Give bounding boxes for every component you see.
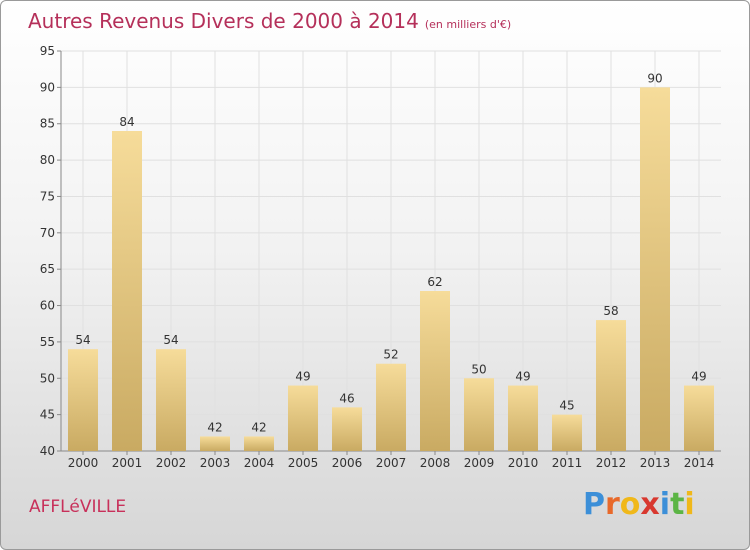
commune-name: AFFLéVILLE [29,497,127,517]
y-tick-label: 80 [40,153,55,167]
bar-2006 [332,407,362,451]
logo-letter: x [640,487,660,522]
bar-2003 [200,436,230,451]
bar-2012 [596,320,626,451]
y-tick-label: 50 [40,371,55,385]
y-tick-label: 95 [40,44,55,58]
data-label: 84 [119,115,134,129]
bars [68,87,714,451]
y-tick-label: 90 [40,80,55,94]
data-label: 49 [295,370,310,384]
x-tick-label: 2009 [464,456,495,470]
logo-letter: i [659,487,671,522]
y-tick-label: 60 [40,299,55,313]
x-tick-label: 2012 [596,456,627,470]
y-tick-label: 65 [40,262,55,276]
data-label: 42 [207,420,222,434]
data-label: 54 [75,333,90,347]
bar-2002 [156,349,186,451]
bar-2008 [420,291,450,451]
x-tick-label: 2003 [200,456,231,470]
x-tick-label: 2014 [684,456,715,470]
bar-2001 [112,131,142,451]
x-tick-label: 2001 [112,456,143,470]
bar-2007 [376,363,406,451]
y-tick-label: 75 [40,189,55,203]
bar-2000 [68,349,98,451]
x-tick-label: 2000 [68,456,99,470]
x-tick-label: 2007 [376,456,407,470]
x-tick-label: 2008 [420,456,451,470]
data-label: 45 [559,399,574,413]
data-label: 54 [163,333,178,347]
bar-2010 [508,385,538,451]
logo-letter: r [605,487,620,522]
x-tick-label: 2011 [552,456,583,470]
bar-2005 [288,385,318,451]
data-labels: 54 84 54 42 42 49 46 52 62 50 49 45 58 90 49 [75,71,706,434]
chart-title-main: Autres Revenus Divers de 2000 à 2014 [28,9,419,33]
x-tick-label: 2010 [508,456,539,470]
y-tick-label: 85 [40,117,55,131]
x-tick-label: 2002 [156,456,187,470]
data-label: 58 [603,304,618,318]
chart-title-unit: (en milliers d'€) [424,18,512,31]
y-tick-label: 70 [40,226,55,240]
data-label: 50 [471,362,486,376]
bar-2004 [244,436,274,451]
logo-letter: o [619,487,641,522]
y-tick-label: 45 [40,408,55,422]
bar-2014 [684,385,714,451]
proxiti-logo: Proxiti [583,487,695,522]
bar-2013 [640,87,670,451]
x-tick-label: 2013 [640,456,671,470]
logo-letter: P [583,487,605,522]
data-label: 62 [427,275,442,289]
chart-title: Autres Revenus Divers de 2000 à 2014 (en … [28,9,511,33]
logo-letter: t [670,487,685,522]
data-label: 49 [691,370,706,384]
data-label: 42 [251,420,266,434]
x-tick-label: 2006 [332,456,363,470]
bar-2011 [552,414,582,451]
data-label: 46 [339,391,354,405]
x-tick-label: 2004 [244,456,275,470]
data-label: 52 [383,348,398,362]
logo-letter: i [684,487,695,522]
y-tick-label: 40 [40,444,55,458]
x-tick-label: 2005 [288,456,319,470]
bar-2009 [464,378,494,451]
data-label: 49 [515,370,530,384]
y-tick-label: 55 [40,335,55,349]
data-label: 90 [647,71,662,85]
